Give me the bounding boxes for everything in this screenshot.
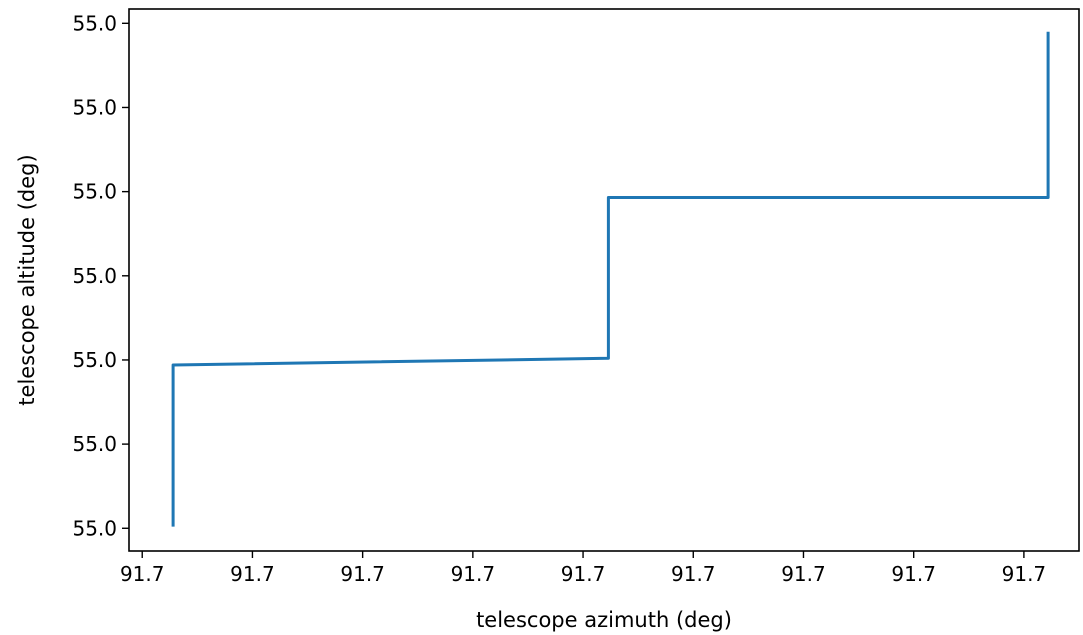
x-tick-label: 91.7 bbox=[781, 562, 826, 586]
plot-area bbox=[129, 9, 1079, 551]
x-tick-label: 91.7 bbox=[230, 562, 275, 586]
x-tick-label: 91.7 bbox=[891, 562, 936, 586]
y-tick-label: 55.0 bbox=[72, 432, 117, 456]
x-axis: 91.7 91.7 91.7 91.7 91.7 91.7 91.7 91.7 91.7 bbox=[120, 551, 1046, 586]
y-tick-label: 55.0 bbox=[72, 516, 117, 540]
y-tick-label: 55.0 bbox=[72, 264, 117, 288]
x-tick-label: 91.7 bbox=[340, 562, 385, 586]
x-tick-label: 91.7 bbox=[1002, 562, 1047, 586]
y-tick-label: 55.0 bbox=[72, 348, 117, 372]
x-tick-label: 91.7 bbox=[120, 562, 165, 586]
y-tick-label: 55.0 bbox=[72, 180, 117, 204]
y-tick-label: 55.0 bbox=[72, 95, 117, 119]
series-layer bbox=[171, 31, 1050, 527]
y-tick-label: 55.0 bbox=[72, 11, 117, 35]
series-line bbox=[171, 31, 1050, 527]
y-axis: 55.0 55.0 55.0 55.0 55.0 55.0 55.0 bbox=[72, 11, 129, 540]
y-axis-label: telescope altitude (deg) bbox=[15, 154, 39, 405]
x-axis-label: telescope azimuth (deg) bbox=[476, 608, 732, 632]
x-tick-label: 91.7 bbox=[561, 562, 606, 586]
x-tick-label: 91.7 bbox=[451, 562, 496, 586]
x-tick-label: 91.7 bbox=[671, 562, 716, 586]
axes-frame bbox=[128, 8, 1080, 552]
